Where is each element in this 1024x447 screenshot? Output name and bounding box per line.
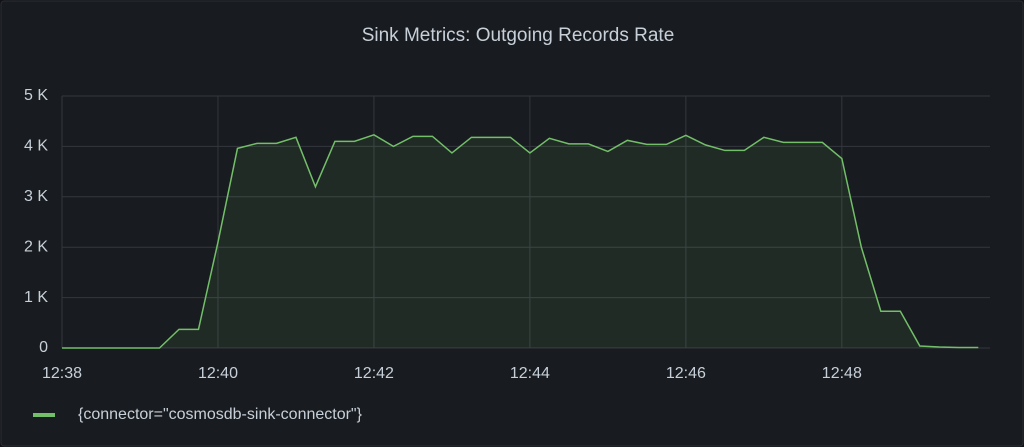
x-tick-label: 12:38 [42,365,82,382]
x-tick-label: 12:40 [198,365,238,382]
legend-swatch[interactable] [33,413,55,417]
y-tick-label: 3 K [24,188,48,205]
x-tick-label: 12:44 [510,365,550,382]
y-tick-label: 0 [39,339,48,356]
x-tick-label: 12:42 [354,365,394,382]
line [62,133,979,349]
chart-title: Sink Metrics: Outgoing Records Rate [362,25,675,46]
y-tick-label: 4 K [24,138,48,155]
y-tick-label: 2 K [24,238,48,255]
y-tick-label: 1 K [24,289,48,306]
x-tick-label: 12:48 [822,365,862,382]
y-tick-label: 5 K [24,87,48,104]
legend-label[interactable]: {connector="cosmosdb-sink-connector"} [78,406,363,423]
x-tick-label: 12:46 [666,365,706,382]
area [62,134,979,348]
